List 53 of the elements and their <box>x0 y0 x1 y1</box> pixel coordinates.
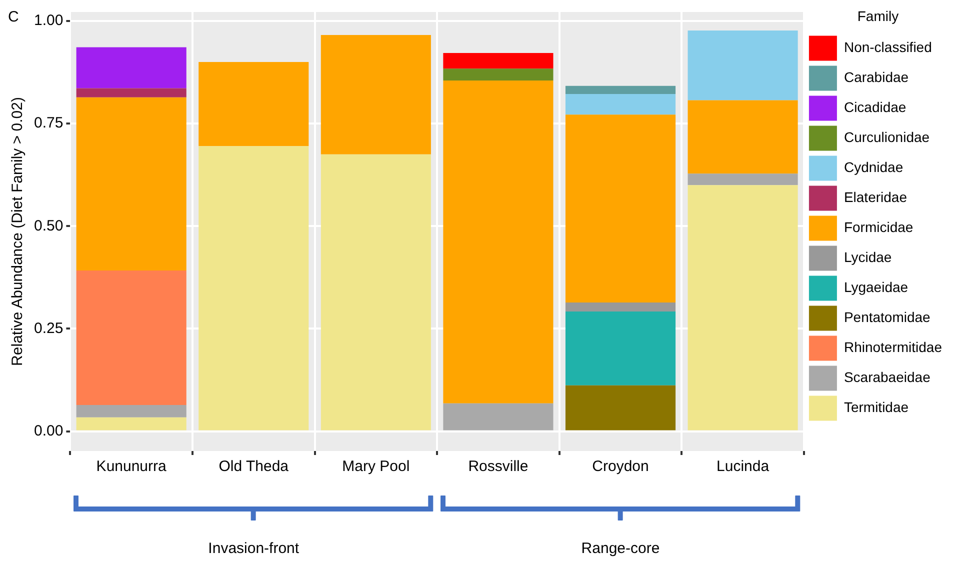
bar <box>76 88 186 98</box>
legend-label: Curculionidae <box>844 129 930 146</box>
y-axis-title: Relative Abundance (Diet Family > 0.02) <box>9 97 26 366</box>
legend-label: Lygaeidae <box>844 279 908 296</box>
y-tick-label: 0.00 <box>34 422 64 440</box>
legend-label: Scarabaeidae <box>844 369 931 386</box>
x-tick-label: Kununurra <box>96 458 168 476</box>
bar <box>76 417 186 430</box>
bar <box>565 86 676 94</box>
bar <box>565 94 676 115</box>
legend-label: Cicadidae <box>844 99 906 116</box>
text: Invasion-front <box>208 540 300 557</box>
legend-label: Rhinotermitidae <box>844 339 942 356</box>
bar <box>688 174 798 186</box>
y-tick-label: 0.75 <box>34 114 64 132</box>
x-tick-label: Mary Pool <box>342 458 410 476</box>
bar <box>443 80 554 404</box>
bar <box>76 405 186 418</box>
text: Range-core <box>581 540 660 557</box>
legend-label: Formicidae <box>844 219 914 236</box>
legend-label: Lycidae <box>844 249 892 266</box>
bar <box>76 270 186 406</box>
bar <box>443 403 554 430</box>
legend-label: Carabidae <box>844 69 909 86</box>
chart-title: C <box>8 8 19 26</box>
legend-label: Termitidae <box>844 399 909 416</box>
bar <box>76 97 186 270</box>
bar <box>198 146 309 430</box>
bar <box>688 100 798 174</box>
legend-title: Family <box>857 8 899 24</box>
bar <box>565 312 676 386</box>
y-tick-label: 0.50 <box>34 217 64 234</box>
bar <box>688 185 798 430</box>
bar <box>688 30 798 100</box>
bar <box>443 68 554 81</box>
bar <box>565 385 676 430</box>
x-tick-label: Rossville <box>468 458 528 476</box>
bar <box>565 114 676 302</box>
legend-label: Elateridae <box>844 189 908 206</box>
y-tick-label: 1.00 <box>34 12 64 30</box>
x-tick-label: Croydon <box>592 458 649 476</box>
bar <box>76 47 186 88</box>
y-tick-label: 0.25 <box>34 320 64 337</box>
bar <box>320 34 431 154</box>
bar <box>198 62 309 146</box>
bar <box>320 154 431 430</box>
legend-label: Non-classified <box>844 39 932 56</box>
x-tick-label: Lucinda <box>716 458 770 476</box>
legend-label: Cydnidae <box>844 159 904 176</box>
legend-label: Pentatomidae <box>844 309 931 326</box>
bar <box>443 53 554 69</box>
x-tick-label: Old Theda <box>218 458 290 476</box>
bar <box>565 302 676 312</box>
